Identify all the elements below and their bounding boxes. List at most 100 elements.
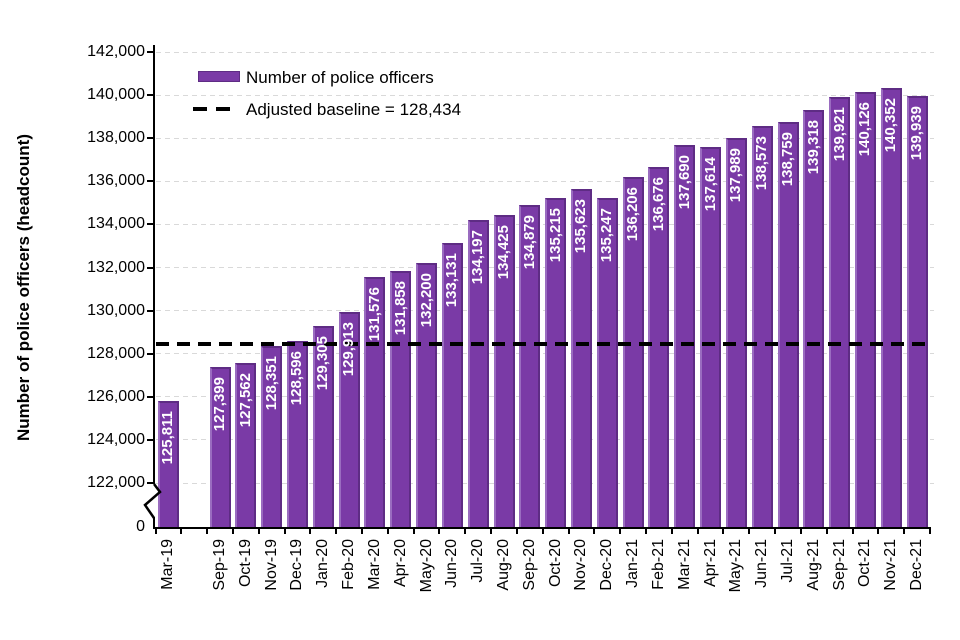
y-axis-zero-label: 0	[136, 518, 145, 535]
x-axis-tick	[567, 527, 570, 534]
legend-baseline-label: Adjusted baseline = 128,434	[246, 100, 462, 119]
x-axis-tick	[412, 527, 415, 534]
bar	[519, 205, 541, 527]
y-axis-line	[152, 45, 155, 484]
bar	[235, 363, 257, 527]
y-axis-tick-label: 124,000	[87, 430, 145, 448]
bar-value-label: 125,811	[159, 410, 177, 465]
x-axis-tick-label: Aug-20	[495, 539, 513, 591]
x-axis-tick	[154, 527, 157, 534]
gridline	[155, 439, 934, 441]
bar	[674, 144, 696, 527]
x-axis-tick	[541, 527, 544, 534]
bar-value-label: 134,425	[495, 225, 513, 280]
bar	[829, 96, 851, 527]
x-axis-tick	[309, 527, 312, 534]
bar-value-label: 127,399	[211, 376, 229, 431]
y-axis-tick	[147, 180, 154, 183]
x-axis-tick-label: Sep-20	[520, 539, 538, 591]
gridline	[155, 180, 934, 182]
y-axis-tick-label: 122,000	[87, 474, 145, 491]
x-axis-tick	[670, 527, 673, 534]
gridline	[155, 137, 934, 139]
bar	[570, 189, 592, 527]
x-axis-tick	[903, 527, 906, 534]
bar-value-label: 137,690	[675, 154, 693, 210]
bar-value-label: 129,913	[340, 322, 358, 377]
bar-value-label: 127,562	[236, 373, 254, 428]
x-axis-tick	[877, 527, 880, 534]
x-axis-tick-label: Apr-21	[701, 539, 719, 588]
bar	[390, 270, 412, 527]
x-axis-tick	[619, 527, 622, 534]
gridline	[155, 310, 934, 312]
x-axis-tick	[774, 527, 777, 534]
gridline	[155, 51, 934, 53]
x-axis-tick	[593, 527, 596, 534]
bar	[700, 146, 722, 527]
bar	[596, 197, 618, 527]
y-axis-tick-label: 128,000	[87, 344, 145, 362]
x-axis-tick	[386, 527, 389, 534]
x-axis-tick-label: Dec-19	[288, 539, 306, 591]
y-axis-tick	[147, 223, 154, 226]
x-axis-tick	[490, 527, 493, 534]
y-axis-tick-label: 130,000	[87, 301, 145, 319]
x-axis-tick	[231, 527, 234, 534]
legend-series-label: Number of police officers	[246, 68, 434, 87]
x-axis-tick	[361, 527, 364, 534]
gridline	[155, 267, 934, 268]
y-axis-tick-label: 134,000	[87, 215, 145, 233]
gridline	[155, 223, 934, 225]
bar-value-label: 135,247	[598, 207, 616, 262]
y-axis-tick-label: 126,000	[87, 387, 145, 405]
bar	[854, 92, 876, 527]
x-axis-tick	[851, 527, 854, 534]
bar-value-label: 134,197	[469, 230, 487, 285]
x-axis-tick-label: Sep-19	[211, 539, 229, 591]
y-axis-tick-label: 132,000	[87, 258, 145, 276]
y-axis-tick-label: 142,000	[87, 43, 145, 60]
bar	[803, 109, 825, 527]
bar-value-label: 139,318	[804, 119, 822, 175]
legend-bar-swatch-icon	[198, 71, 240, 82]
x-axis-tick-label: Sep-21	[830, 539, 848, 591]
x-axis-tick-label: Nov-19	[262, 539, 280, 591]
bar-value-label: 132,200	[417, 273, 435, 328]
bar-value-label: 133,131	[443, 253, 461, 308]
x-axis-tick	[257, 527, 260, 534]
y-axis-tick-label: 136,000	[87, 172, 145, 190]
x-axis-tick-label: Dec-21	[908, 539, 926, 591]
x-axis-tick-label: May-21	[727, 539, 745, 593]
baseline-dashed-line	[155, 342, 930, 347]
bar	[648, 166, 670, 527]
y-axis-line	[152, 517, 155, 527]
bar	[906, 96, 928, 527]
bar-value-label: 134,879	[520, 215, 538, 270]
y-axis-tick	[147, 266, 154, 269]
y-axis-tick	[147, 482, 154, 484]
x-axis-tick	[515, 527, 518, 534]
x-axis-tick	[206, 527, 209, 534]
bar	[622, 176, 644, 527]
y-axis-break-icon	[143, 483, 162, 519]
x-axis-tick	[696, 527, 699, 534]
bar	[467, 220, 489, 527]
x-axis-tick-label: Mar-21	[675, 539, 693, 590]
y-axis-tick	[147, 352, 154, 355]
x-axis-tick-label: Feb-20	[340, 539, 358, 590]
bar-value-label: 140,352	[882, 97, 900, 152]
x-axis-line	[152, 527, 930, 529]
x-axis-tick	[283, 527, 286, 534]
bar-value-label: 140,126	[856, 102, 874, 157]
x-axis-tick-label: May-20	[417, 539, 435, 593]
bar-value-label: 128,351	[262, 356, 280, 411]
bar	[880, 87, 902, 527]
x-axis-tick-label: Mar-20	[365, 539, 383, 590]
bar	[312, 325, 334, 527]
x-axis-tick	[335, 527, 338, 534]
x-axis-tick	[722, 527, 725, 534]
bar	[777, 121, 799, 527]
x-axis-tick	[799, 527, 802, 534]
